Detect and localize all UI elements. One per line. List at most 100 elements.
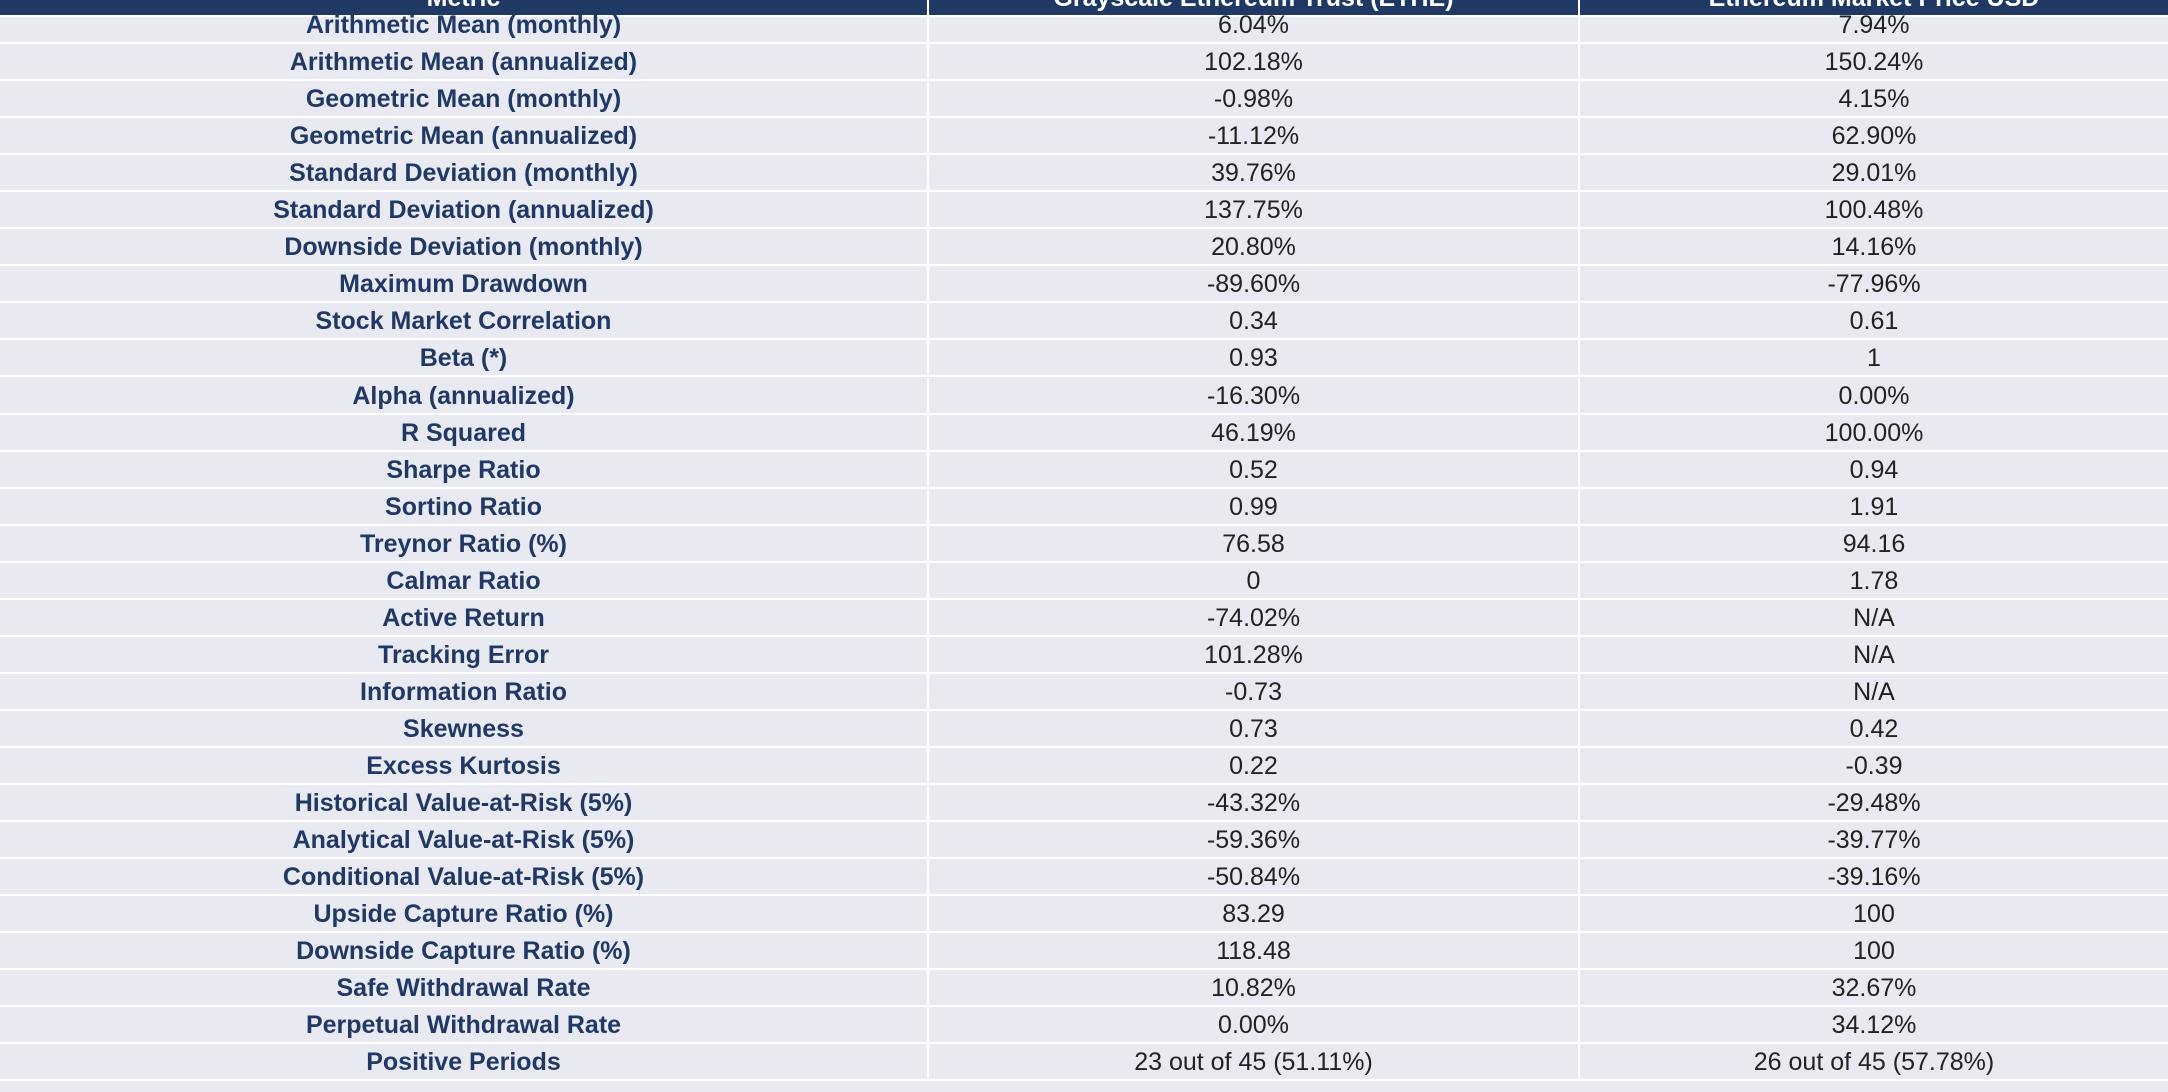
metric-value: -39.77% — [1827, 826, 1921, 855]
metric-value: -0.39 — [1845, 752, 1903, 780]
metric-value: 0.52 — [929, 451, 1580, 487]
metric-value: 4.15% — [1838, 85, 1910, 114]
metric-label: Standard Deviation (monthly) — [0, 155, 929, 191]
metric-value: 0.93 — [929, 340, 1580, 376]
metric-value: -11.12% — [929, 118, 1580, 154]
metric-value: 0.61 — [1849, 307, 1899, 336]
metric-label: Sharpe Ratio — [0, 451, 929, 487]
metric-value: 0.22 — [929, 748, 1580, 783]
metric-value: 118.48 — [929, 933, 1580, 969]
metric-label: Downside Deviation (monthly) — [0, 229, 929, 265]
metric-label: Beta (*) — [0, 340, 929, 376]
metric-label: Upside Capture Ratio (%) — [0, 896, 929, 932]
metric-value: -59.36% — [929, 822, 1580, 858]
metric-value: -89.60% — [929, 266, 1580, 302]
metric-label: Standard Deviation (annualized) — [0, 192, 929, 228]
metric-value: -43.32% — [929, 785, 1580, 821]
table-row: Perpetual Withdrawal Rate 0.00% 34.12% — [0, 1007, 2168, 1045]
metric-value: 83.29 — [929, 896, 1580, 932]
table-row: Downside Capture Ratio (%) 118.48 100 — [0, 933, 2168, 971]
table-row: Arithmetic Mean (monthly) 6.04% 7.94% — [0, 7, 2168, 44]
table-row: Excess Kurtosis 0.22 -0.39 — [0, 748, 2168, 785]
header-cell: Ethereum Market Price USD — [1580, 0, 2168, 15]
header-row: MetricGrayscale Ethereum Trust (ETHE)Eth… — [0, 0, 2168, 17]
metric-value: 76.58 — [929, 525, 1580, 561]
metric-value: 0.99 — [929, 488, 1580, 524]
metric-label: R Squared — [0, 414, 929, 450]
metric-value: 0 — [929, 562, 1580, 598]
table-row: Stock Market Correlation 0.34 0.61 — [0, 303, 2168, 341]
metric-value: -39.16% — [1827, 863, 1921, 892]
metric-label: Perpetual Withdrawal Rate — [0, 1007, 929, 1043]
metric-label: Analytical Value-at-Risk (5%) — [0, 822, 929, 858]
metric-value: 100 — [1853, 900, 1895, 929]
table-row: Calmar Ratio 0 1.78 — [0, 562, 2168, 600]
metric-label: Active Return — [0, 599, 929, 635]
table-row: Tracking Error 101.28% N/A — [0, 636, 2168, 674]
table-row: Geometric Mean (monthly) -0.98% 4.15% — [0, 81, 2168, 119]
metric-value: 10.82% — [929, 970, 1580, 1006]
table-row: Downside Deviation (monthly) 20.80% 14.16% — [0, 229, 2168, 267]
table-row: Treynor Ratio (%) 76.58 94.16 — [0, 525, 2168, 563]
metric-label: Stock Market Correlation — [0, 303, 929, 339]
metric-label: Downside Capture Ratio (%) — [0, 933, 929, 969]
table-row: Historical Value-at-Risk (5%) -43.32% -29.… — [0, 785, 2168, 823]
metric-label: Arithmetic Mean (monthly) — [0, 7, 929, 42]
metric-value: -50.84% — [929, 859, 1580, 895]
metric-value: 34.12% — [1831, 1011, 1917, 1040]
table-row: Analytical Value-at-Risk (5%) -59.36% -39.… — [0, 822, 2168, 860]
metric-label: Arithmetic Mean (annualized) — [0, 44, 929, 80]
metric-label: Treynor Ratio (%) — [0, 525, 929, 561]
metric-value: N/A — [1853, 640, 1895, 669]
table-row: Skewness 0.73 0.42 — [0, 710, 2168, 748]
table-row: Standard Deviation (monthly) 39.76% 29.01% — [0, 155, 2168, 193]
table-row: Safe Withdrawal Rate 10.82% 32.67% — [0, 970, 2168, 1008]
table-row: Sharpe Ratio 0.52 0.94 — [0, 451, 2168, 489]
metric-label: Information Ratio — [0, 673, 929, 709]
metric-value: 1 — [1867, 344, 1881, 373]
metric-value: 32.67% — [1831, 974, 1917, 1003]
table-row: Standard Deviation (annualized) 137.75% 10… — [0, 192, 2168, 230]
metric-value: 62.90% — [1831, 122, 1917, 151]
metric-value: 1.91 — [1849, 492, 1899, 521]
metric-label: Sortino Ratio — [0, 488, 929, 524]
metric-value: 20.80% — [929, 229, 1580, 265]
metric-label: Geometric Mean (annualized) — [0, 118, 929, 154]
table-row: Sortino Ratio 0.99 1.91 — [0, 488, 2168, 526]
metric-label: Safe Withdrawal Rate — [0, 970, 929, 1006]
metric-value: 0.34 — [929, 303, 1580, 339]
table-row: Beta (*) 0.93 1 — [0, 340, 2168, 378]
metric-value: N/A — [1853, 677, 1895, 706]
metric-value: -0.98% — [929, 81, 1580, 117]
metric-value: 0.42 — [1849, 714, 1899, 743]
metric-value: -74.02% — [929, 599, 1580, 635]
metric-label: Conditional Value-at-Risk (5%) — [0, 859, 929, 895]
metric-value: 0.94 — [1849, 455, 1899, 484]
metric-value: 102.18% — [929, 44, 1580, 80]
metric-value: 100 — [1853, 937, 1895, 966]
metric-value: 14.16% — [1831, 233, 1917, 262]
metric-value: 26 out of 45 (57.78%) — [1753, 1048, 1995, 1077]
table-row: Alpha (annualized) -16.30% 0.00% — [0, 377, 2168, 415]
table-row: Upside Capture Ratio (%) 83.29 100 — [0, 896, 2168, 934]
metric-value: -0.73 — [929, 673, 1580, 709]
metric-label: Historical Value-at-Risk (5%) — [0, 785, 929, 821]
metric-label: Maximum Drawdown — [0, 266, 929, 302]
table-row: Maximum Drawdown -89.60% -77.96% — [0, 266, 2168, 304]
table-row: Conditional Value-at-Risk (5%) -50.84% -39… — [0, 859, 2168, 897]
metric-label: Geometric Mean (monthly) — [0, 81, 929, 117]
table-row: R Squared 46.19% 100.00% — [0, 414, 2168, 452]
metric-value: 0.73 — [929, 710, 1580, 746]
metric-value: 150.24% — [1824, 48, 1924, 77]
metric-value: -29.48% — [1827, 789, 1921, 818]
metric-label: Tracking Error — [0, 636, 929, 672]
metric-value: -77.96% — [1827, 270, 1921, 299]
metric-value: -16.30% — [929, 377, 1580, 413]
metric-value: N/A — [1853, 603, 1895, 632]
metric-value: 6.04% — [929, 7, 1580, 42]
metric-label: Skewness — [0, 710, 929, 746]
metric-label: Positive Periods — [0, 1044, 929, 1080]
metric-value: 23 out of 45 (51.11%) — [929, 1044, 1580, 1080]
metric-value: 0.00% — [929, 1007, 1580, 1043]
